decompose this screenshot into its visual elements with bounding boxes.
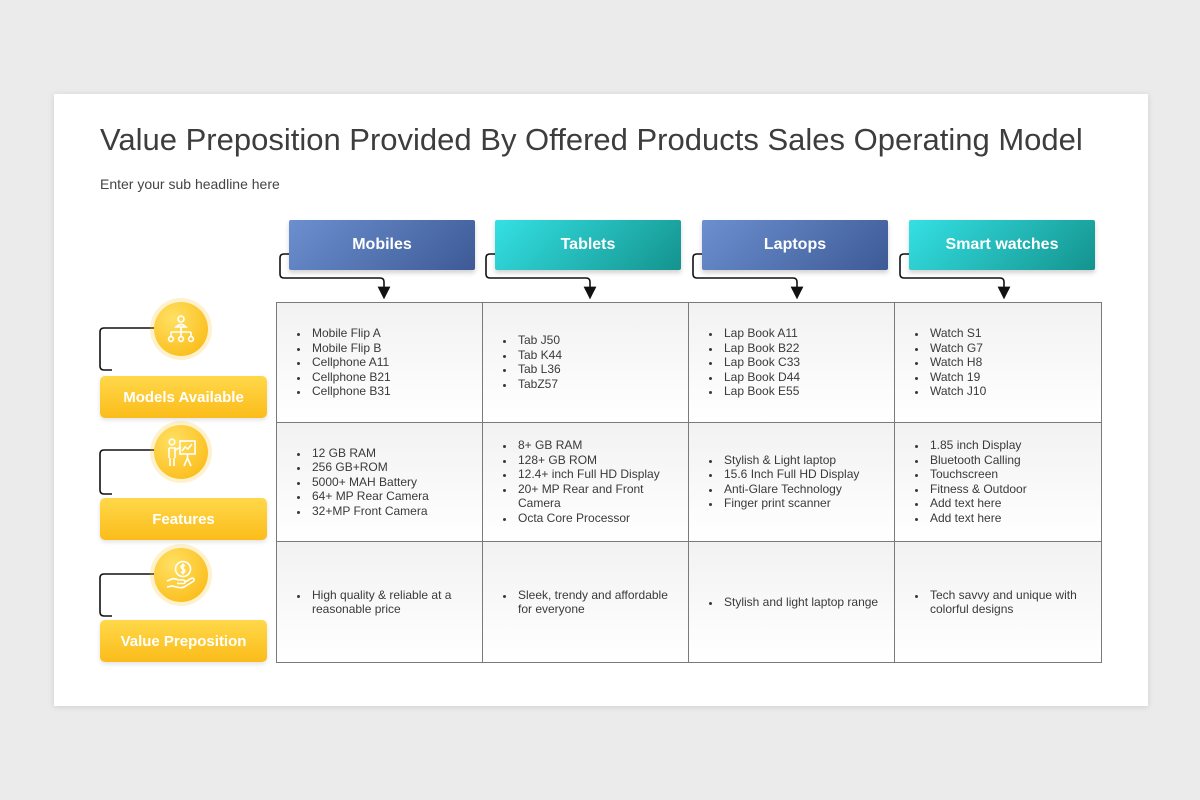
list-item: Cellphone B21 <box>309 370 391 385</box>
list-item: 64+ MP Rear Camera <box>309 489 429 504</box>
bullet-list: 1.85 inch DisplayBluetooth CallingTouchs… <box>905 438 1027 525</box>
list-item: Lap Book C33 <box>721 355 800 370</box>
list-item: Tab J50 <box>515 333 562 348</box>
row-icon-value <box>154 548 208 602</box>
list-item: Tech savvy and unique with colorful desi… <box>927 588 1091 617</box>
row-label-text: Features <box>152 510 215 528</box>
bullet-list: High quality & reliable at a reasonable … <box>287 588 472 617</box>
list-item: Bluetooth Calling <box>927 453 1027 468</box>
bullet-list: 12 GB RAM256 GB+ROM5000+ MAH Battery64+ … <box>287 446 429 519</box>
column-header-mobiles: Mobiles <box>289 220 475 270</box>
column-header-smart-watches: Smart watches <box>909 220 1095 270</box>
list-item: Lap Book E55 <box>721 384 800 399</box>
list-item: Mobile Flip A <box>309 326 391 341</box>
page-subtitle: Enter your sub headline here <box>100 176 280 192</box>
table-cell: Lap Book A11Lap Book B22Lap Book C33Lap … <box>689 303 895 423</box>
row-label-features: Features <box>100 498 267 540</box>
list-item: Watch 19 <box>927 370 986 385</box>
bullet-list: Tech savvy and unique with colorful desi… <box>905 588 1091 617</box>
page-title: Value Preposition Provided By Offered Pr… <box>100 122 1083 157</box>
list-item: Stylish and light laptop range <box>721 595 878 610</box>
list-item: Lap Book A11 <box>721 326 800 341</box>
list-item: 20+ MP Rear and Front Camera <box>515 482 678 511</box>
bullet-list: Tab J50Tab K44Tab L36TabZ57 <box>493 333 562 391</box>
money-hand-icon <box>166 560 195 589</box>
table-cell: Stylish & Light laptop15.6 Inch Full HD … <box>689 422 895 543</box>
list-item: 15.6 Inch Full HD Display <box>721 467 859 482</box>
list-item: Finger print scanner <box>721 496 859 511</box>
list-item: 12.4+ inch Full HD Display <box>515 467 678 482</box>
column-header-laptops: Laptops <box>702 220 888 270</box>
list-item: 32+MP Front Camera <box>309 504 429 519</box>
list-item: 256 GB+ROM <box>309 460 429 475</box>
table-cell: Watch S1Watch G7Watch H8Watch 19Watch J1… <box>895 303 1101 423</box>
column-header-label: Smart watches <box>945 236 1059 253</box>
bullet-list: Sleek, trendy and affordable for everyon… <box>493 588 678 617</box>
list-item: Lap Book D44 <box>721 370 800 385</box>
list-item: 5000+ MAH Battery <box>309 475 429 490</box>
bullet-list: Stylish & Light laptop15.6 Inch Full HD … <box>699 453 859 511</box>
column-header-label: Laptops <box>763 236 827 253</box>
list-item: Watch H8 <box>927 355 986 370</box>
bullet-list: Lap Book A11Lap Book B22Lap Book C33Lap … <box>699 326 800 399</box>
list-item: Watch G7 <box>927 341 986 356</box>
table-cell: Tech savvy and unique with colorful desi… <box>895 542 1101 662</box>
list-item: Tab L36 <box>515 362 562 377</box>
list-item: Watch J10 <box>927 384 986 399</box>
presenter-icon <box>168 438 196 467</box>
table-cell: Mobile Flip AMobile Flip BCellphone A11C… <box>277 303 483 423</box>
list-item: Octa Core Processor <box>515 511 678 526</box>
table-cell: 12 GB RAM256 GB+ROM5000+ MAH Battery64+ … <box>277 422 483 543</box>
bullet-list: Mobile Flip AMobile Flip BCellphone A11C… <box>287 326 391 399</box>
column-header-label: Mobiles <box>352 236 412 253</box>
row-icon-models <box>154 302 208 356</box>
list-item: 128+ GB ROM <box>515 453 678 468</box>
table-cell: Sleek, trendy and affordable for everyon… <box>483 542 689 662</box>
bullet-list: Stylish and light laptop range <box>699 595 878 610</box>
slide: Value Preposition Provided By Offered Pr… <box>54 94 1148 706</box>
bullet-list: 8+ GB RAM128+ GB ROM12.4+ inch Full HD D… <box>493 438 678 525</box>
list-item: 1.85 inch Display <box>927 438 1027 453</box>
list-item: 12 GB RAM <box>309 446 429 461</box>
list-item: Stylish & Light laptop <box>721 453 859 468</box>
list-item: Mobile Flip B <box>309 341 391 356</box>
table-cell: 8+ GB RAM128+ GB ROM12.4+ inch Full HD D… <box>483 422 689 543</box>
list-item: 8+ GB RAM <box>515 438 678 453</box>
table-cell: 1.85 inch DisplayBluetooth CallingTouchs… <box>895 422 1101 543</box>
bullet-list: Watch S1Watch G7Watch H8Watch 19Watch J1… <box>905 326 986 399</box>
list-item: High quality & reliable at a reasonable … <box>309 588 472 617</box>
row-label-text: Models Available <box>123 388 244 406</box>
row-icon-features <box>154 425 208 479</box>
list-item: TabZ57 <box>515 377 562 392</box>
list-item: Anti-Glare Technology <box>721 482 859 497</box>
list-item: Cellphone A11 <box>309 355 391 370</box>
list-item: Cellphone B31 <box>309 384 391 399</box>
list-item: Watch S1 <box>927 326 986 341</box>
table-cell: Tab J50Tab K44Tab L36TabZ57 <box>483 303 689 423</box>
list-item: Add text here <box>927 496 1027 511</box>
org-chart-icon <box>167 315 195 343</box>
row-label-text: Value Preposition <box>120 632 247 650</box>
column-header-tablets: Tablets <box>495 220 681 270</box>
column-header-label: Tablets <box>560 236 616 253</box>
list-item: Touchscreen <box>927 467 1027 482</box>
list-item: Sleek, trendy and affordable for everyon… <box>515 588 678 617</box>
list-item: Add text here <box>927 511 1027 526</box>
list-item: Lap Book B22 <box>721 341 800 356</box>
comparison-table: Mobile Flip AMobile Flip BCellphone A11C… <box>276 302 1102 663</box>
row-label-models-available: Models Available <box>100 376 267 418</box>
table-cell: High quality & reliable at a reasonable … <box>277 542 483 662</box>
row-label-value-preposition: Value Preposition <box>100 620 267 662</box>
table-cell: Stylish and light laptop range <box>689 542 895 662</box>
list-item: Fitness & Outdoor <box>927 482 1027 497</box>
list-item: Tab K44 <box>515 348 562 363</box>
